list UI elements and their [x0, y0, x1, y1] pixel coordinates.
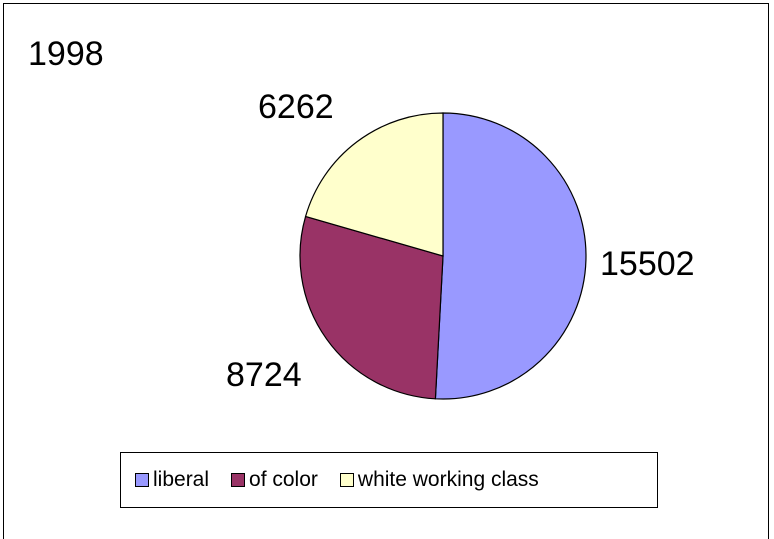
pie-slice-of-color	[299, 215, 444, 400]
legend-swatch-white-working-class	[339, 473, 354, 487]
pie-slice-liberal	[434, 112, 587, 400]
chart-title: 1998	[28, 35, 104, 73]
data-label-liberal: 15502	[600, 245, 695, 283]
legend-item-white-working-class: white working class	[339, 468, 539, 492]
legend-item-of-color: of color	[231, 468, 318, 492]
legend-swatch-of-color	[231, 473, 246, 487]
legend-label-of-color: of color	[249, 468, 318, 491]
pie-slice-white-working-class	[304, 112, 444, 257]
legend: liberal of color white working class	[120, 452, 658, 508]
legend-label-liberal: liberal	[153, 468, 210, 491]
data-label-white-working-class: 6262	[258, 88, 334, 126]
data-label-of-color: 8724	[226, 356, 302, 394]
legend-label-white-working-class: white working class	[357, 468, 539, 491]
legend-swatch-liberal	[135, 473, 149, 487]
legend-item-liberal: liberal	[135, 468, 209, 492]
